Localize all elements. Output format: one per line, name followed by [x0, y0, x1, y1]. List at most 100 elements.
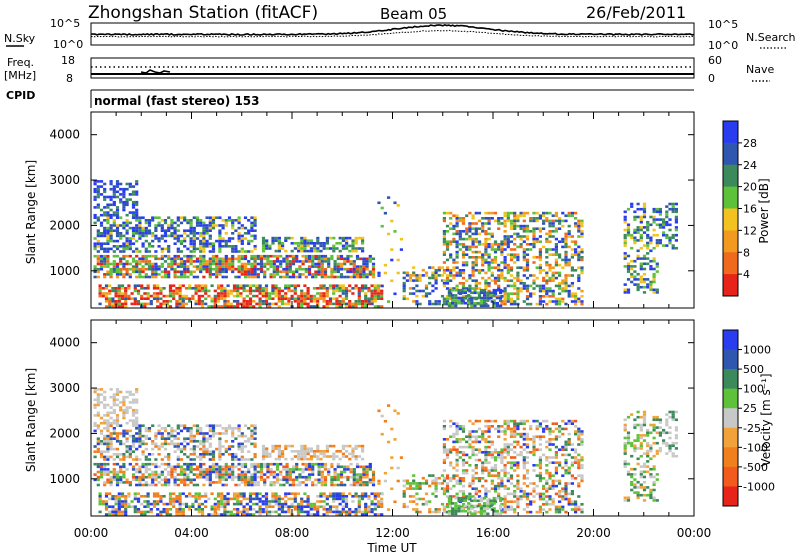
power-cell	[250, 270, 254, 274]
power-cell	[449, 279, 453, 282]
power-cell	[99, 193, 104, 196]
velocity-cell	[253, 427, 257, 430]
power-cell	[186, 267, 190, 271]
power-cell	[285, 260, 289, 263]
power-cell	[362, 262, 366, 266]
power-cell	[311, 257, 315, 261]
velocity-cell	[284, 510, 288, 514]
velocity-cell	[98, 497, 102, 501]
velocity-cell	[236, 500, 240, 503]
power-cell	[567, 263, 571, 267]
velocity-cell	[93, 424, 97, 427]
velocity-cell	[156, 502, 160, 506]
power-cell	[135, 182, 139, 186]
velocity-cell	[468, 484, 472, 488]
velocity-cell	[243, 483, 248, 487]
power-cell	[359, 275, 363, 279]
velocity-cell	[468, 492, 472, 496]
power-cell	[179, 265, 184, 268]
velocity-cell	[477, 451, 482, 454]
power-cell	[636, 207, 640, 211]
power-cell	[261, 300, 265, 303]
power-cell	[339, 262, 344, 266]
power-cell	[570, 256, 574, 259]
power-cell	[477, 211, 482, 215]
power-cell	[173, 234, 177, 238]
power-cell	[477, 227, 482, 230]
power-cell	[545, 261, 549, 264]
power-cell	[119, 224, 123, 227]
velocity-cell	[434, 476, 438, 480]
power-cell	[255, 294, 259, 298]
power-cell	[211, 219, 216, 222]
power-cell	[218, 260, 222, 263]
velocity-cell	[325, 450, 329, 453]
velocity-cell	[367, 495, 371, 498]
power-cell	[195, 247, 200, 251]
power-cell	[506, 292, 510, 295]
power-cell	[503, 230, 507, 233]
velocity-cell	[415, 492, 419, 496]
velocity-cell	[252, 513, 256, 516]
power-cell	[156, 287, 160, 290]
power-cell	[138, 221, 142, 225]
power-cell	[93, 187, 97, 191]
power-cell	[226, 300, 230, 303]
power-cell	[258, 300, 262, 303]
power-cell	[181, 305, 185, 308]
velocity-cell	[122, 455, 126, 459]
velocity-cell	[291, 478, 296, 482]
power-cell	[279, 270, 283, 274]
power-cell	[652, 257, 656, 260]
power-cell	[224, 262, 228, 266]
velocity-cell	[455, 492, 459, 496]
power-cell	[525, 297, 530, 301]
power-cell	[451, 304, 455, 308]
velocity-cell	[256, 481, 260, 484]
velocity-cell	[170, 442, 174, 446]
velocity-cell	[240, 442, 244, 446]
velocity-cell	[108, 505, 112, 508]
power-cell	[457, 291, 461, 295]
power-cell	[245, 294, 249, 298]
power-cell	[208, 275, 212, 279]
power-cell	[509, 292, 514, 295]
power-cell	[147, 219, 152, 222]
power-cell	[316, 236, 320, 240]
power-cell	[298, 267, 302, 271]
power-cell	[271, 289, 275, 293]
velocity-cell	[328, 492, 333, 495]
power-cell	[639, 218, 643, 221]
power-cell	[216, 297, 221, 300]
power-cell	[455, 224, 459, 228]
power-cell	[258, 305, 262, 308]
power-cell	[471, 274, 475, 277]
velocity-cell	[106, 470, 110, 474]
power-cell	[449, 274, 453, 277]
velocity-cell	[226, 510, 230, 514]
power-cell	[564, 253, 568, 256]
velocity-cell	[211, 468, 216, 471]
power-cell	[253, 260, 257, 263]
velocity-cell	[242, 497, 246, 501]
power-cell	[415, 300, 419, 303]
velocity-cell	[106, 468, 110, 471]
velocity-cell	[424, 502, 429, 506]
power-cell	[112, 270, 116, 274]
velocity-cell	[163, 483, 168, 487]
power-cell	[167, 229, 171, 232]
power-cell	[486, 291, 490, 295]
power-cell	[181, 294, 185, 298]
power-cell	[361, 249, 365, 253]
velocity-cell	[297, 452, 301, 456]
power-cell	[558, 302, 562, 306]
power-cell	[284, 297, 288, 300]
power-cell	[253, 254, 257, 258]
power-cell	[328, 284, 333, 287]
velocity-cell	[156, 492, 160, 495]
velocity-cell	[131, 442, 136, 446]
power-cell	[274, 236, 278, 240]
power-cell	[357, 289, 361, 293]
velocity-cell	[442, 487, 446, 490]
power-cell	[264, 284, 269, 287]
